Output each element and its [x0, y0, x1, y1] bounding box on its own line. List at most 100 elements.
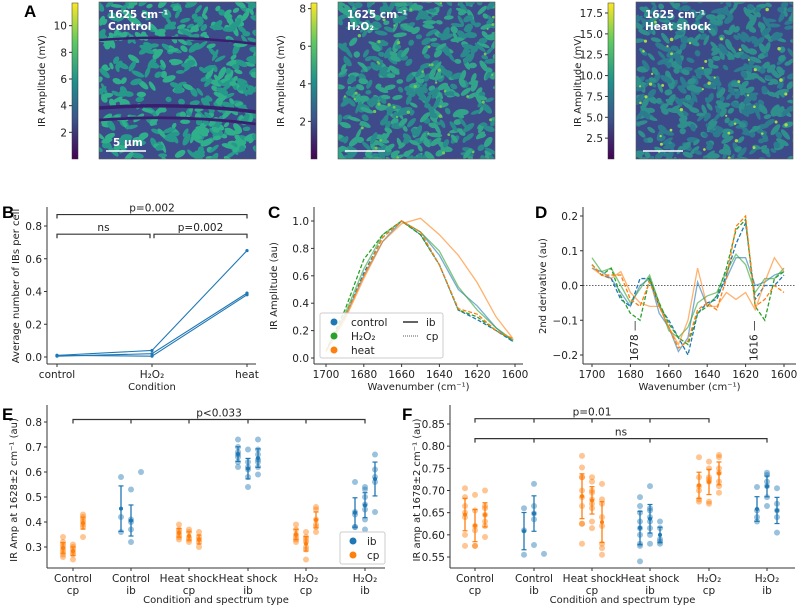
data-point	[579, 540, 585, 547]
mean-marker	[765, 484, 769, 489]
x-tick-label: 1700	[579, 369, 606, 381]
data-point	[589, 525, 595, 532]
x-tick-condition: H₂O₂	[294, 573, 319, 585]
spectrum-H2O2-cp	[325, 220, 514, 352]
data-point	[754, 483, 760, 490]
image-wavenumber-label: 1625 cm⁻¹	[108, 9, 169, 21]
colorbar-tick-label: 5.0	[586, 112, 603, 124]
x-tick-condition: Control	[54, 573, 92, 585]
x-axis-label: Wavenumber (cm⁻¹)	[639, 382, 741, 393]
data-point	[637, 558, 643, 565]
y-tick-label: 0.85	[422, 419, 445, 431]
y-tick-label: 0.2	[561, 211, 578, 223]
y-tick-label: 0.80	[422, 441, 445, 453]
x-tick-type: ib	[360, 585, 370, 597]
spectrum-heat-ib	[325, 217, 514, 352]
colorbar-tick-label: 6	[60, 74, 67, 86]
mean-marker	[532, 511, 536, 516]
data-point	[303, 529, 309, 535]
x-tick-label: H₂O₂	[140, 369, 165, 381]
data-point	[647, 540, 653, 547]
y-tick-label: 0.65	[422, 508, 445, 520]
data-point	[579, 452, 585, 459]
data-point	[55, 353, 59, 357]
data-point	[716, 489, 722, 496]
data-point	[579, 520, 585, 527]
x-tick-type: ib	[529, 585, 539, 597]
x-tick-type: ib	[762, 585, 772, 597]
data-point	[462, 531, 468, 538]
y-tick-label: −0.1	[553, 315, 579, 327]
data-point	[235, 464, 241, 470]
x-tick-condition: H₂O₂	[755, 573, 780, 585]
data-point	[303, 556, 309, 563]
data-point	[462, 485, 468, 492]
x-axis-label: Condition and spectrum type	[143, 595, 289, 606]
ir-image-panel-3: 2.5 5.0 7.5 10.0 12.5 15.0 17.5 IR Amplitude (m…	[573, 1, 794, 160]
colorbar-tick-label: 10.0	[580, 71, 603, 83]
legend-label: heat	[351, 345, 375, 357]
data-point	[80, 534, 86, 540]
mean-marker	[119, 506, 123, 511]
x-tick-label: 1640	[426, 369, 453, 381]
y-axis-label: 2nd derivative (au)	[538, 238, 549, 334]
peak-marker-label: 1616 —	[748, 320, 760, 361]
x-axis-label: Condition	[128, 382, 176, 393]
colorbar-label: IR Amplitude (mV)	[573, 35, 584, 127]
x-tick-type: cp	[703, 585, 716, 597]
mean-marker	[71, 549, 75, 554]
peak-marker-label: 1678 —	[629, 320, 641, 361]
mean-marker	[363, 503, 367, 508]
chart-d: D −0.2 −0.1 0.0 0.1 0.2 1700 1680 1660 1640 1620 16…	[535, 203, 797, 393]
x-tick-label: 1680	[350, 369, 377, 381]
data-point	[80, 511, 86, 518]
data-point	[774, 485, 780, 492]
x-tick-label: heat	[235, 369, 259, 381]
colorbar-tick-label: 8	[299, 4, 306, 16]
panel-label-c: C	[268, 203, 280, 222]
data-point	[774, 529, 780, 536]
data-point	[764, 503, 770, 510]
mean-marker	[236, 452, 240, 457]
panel-label-f: F	[402, 405, 412, 424]
spectrum-heat-cp	[591, 214, 785, 350]
data-point	[352, 479, 358, 485]
colorbar-tick-label: 4	[60, 101, 67, 113]
image-condition-label: Heat shock	[645, 21, 712, 33]
significance-label: p=0.01	[573, 407, 612, 419]
mean-marker	[187, 534, 191, 538]
data-point	[372, 509, 378, 515]
colorbar-tick-label: 15.0	[580, 29, 603, 41]
data-point	[176, 521, 182, 528]
y-tick-label: 0.7	[25, 442, 42, 454]
panel-label-d: D	[535, 203, 547, 222]
spectrum-H2O2-cp	[591, 217, 785, 346]
mean-marker	[717, 471, 721, 476]
colorbar	[71, 2, 79, 160]
x-tick-condition: Heat shock	[563, 573, 623, 585]
colorbar-tick-label: 2	[60, 127, 67, 139]
data-point	[716, 454, 722, 461]
data-point	[696, 498, 702, 505]
mean-marker	[522, 529, 526, 534]
x-tick-type: ib	[126, 585, 136, 597]
data-point	[706, 498, 712, 505]
data-point	[521, 551, 527, 558]
data-point	[589, 478, 595, 485]
colorbar-tick-label: 2	[299, 116, 306, 128]
x-tick-label: 1620	[464, 369, 491, 381]
data-point	[128, 539, 134, 545]
legend-label: cp	[426, 331, 439, 343]
legend: control H₂O₂ heat ib cp	[319, 312, 444, 359]
legend-label: control	[351, 317, 387, 329]
x-axis-label: Wavenumber (cm⁻¹)	[368, 382, 470, 393]
legend-label: ib	[367, 536, 377, 548]
significance-bracket	[153, 233, 248, 239]
significance-label: ns	[615, 427, 627, 439]
image-wavenumber-label: 1625 cm⁻¹	[645, 9, 706, 21]
y-tick-label: 0.75	[422, 463, 445, 475]
y-tick-label: 0.6	[292, 271, 309, 283]
panel-label-e: E	[2, 405, 13, 424]
x-tick-type: ib	[645, 585, 655, 597]
